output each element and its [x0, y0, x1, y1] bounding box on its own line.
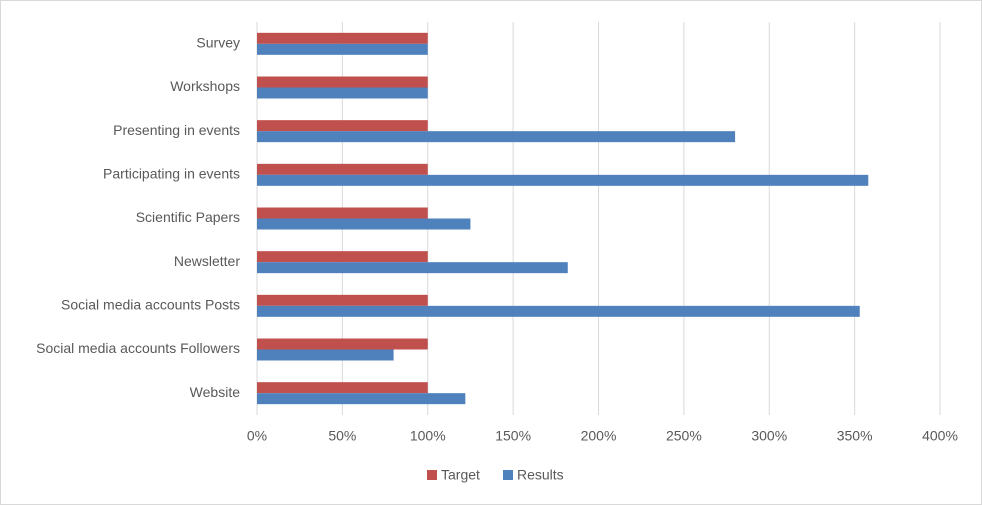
bar [257, 163, 428, 175]
legend-label: Target [441, 467, 480, 483]
x-tick-label: 0% [247, 428, 267, 444]
x-tick-label: 250% [666, 428, 702, 444]
x-tick-label: 150% [495, 428, 531, 444]
bar [257, 207, 428, 219]
x-tick-label: 100% [410, 428, 446, 444]
x-tick-label: 50% [328, 428, 356, 444]
bar [257, 262, 568, 274]
bar [257, 131, 736, 143]
y-tick-label: Participating in events [103, 166, 240, 182]
legend-swatch [427, 470, 437, 480]
y-tick-label: Newsletter [174, 253, 240, 269]
x-tick-label: 200% [581, 428, 617, 444]
bar [257, 294, 428, 306]
bar [257, 251, 428, 263]
x-tick-label: 400% [922, 428, 958, 444]
y-tick-label: Survey [196, 35, 240, 51]
y-tick-label: Social media accounts Posts [61, 297, 240, 313]
bar [257, 382, 428, 394]
bar [257, 218, 471, 230]
bar [257, 32, 428, 44]
bar [257, 87, 428, 99]
bar [257, 43, 428, 55]
bar [257, 120, 428, 132]
legend-swatch [503, 470, 513, 480]
bar [257, 338, 428, 350]
bar [257, 393, 466, 405]
bar [257, 76, 428, 88]
y-tick-label: Presenting in events [113, 122, 240, 138]
y-tick-label: Workshops [170, 78, 240, 94]
x-tick-label: 300% [751, 428, 787, 444]
y-tick-label: Scientific Papers [136, 209, 240, 225]
y-tick-label: Social media accounts Followers [36, 340, 240, 356]
bar [257, 349, 394, 361]
legend-label: Results [517, 467, 564, 483]
bar [257, 305, 860, 317]
bar [257, 174, 869, 186]
x-tick-label: 350% [837, 428, 873, 444]
y-tick-label: Website [190, 384, 241, 400]
